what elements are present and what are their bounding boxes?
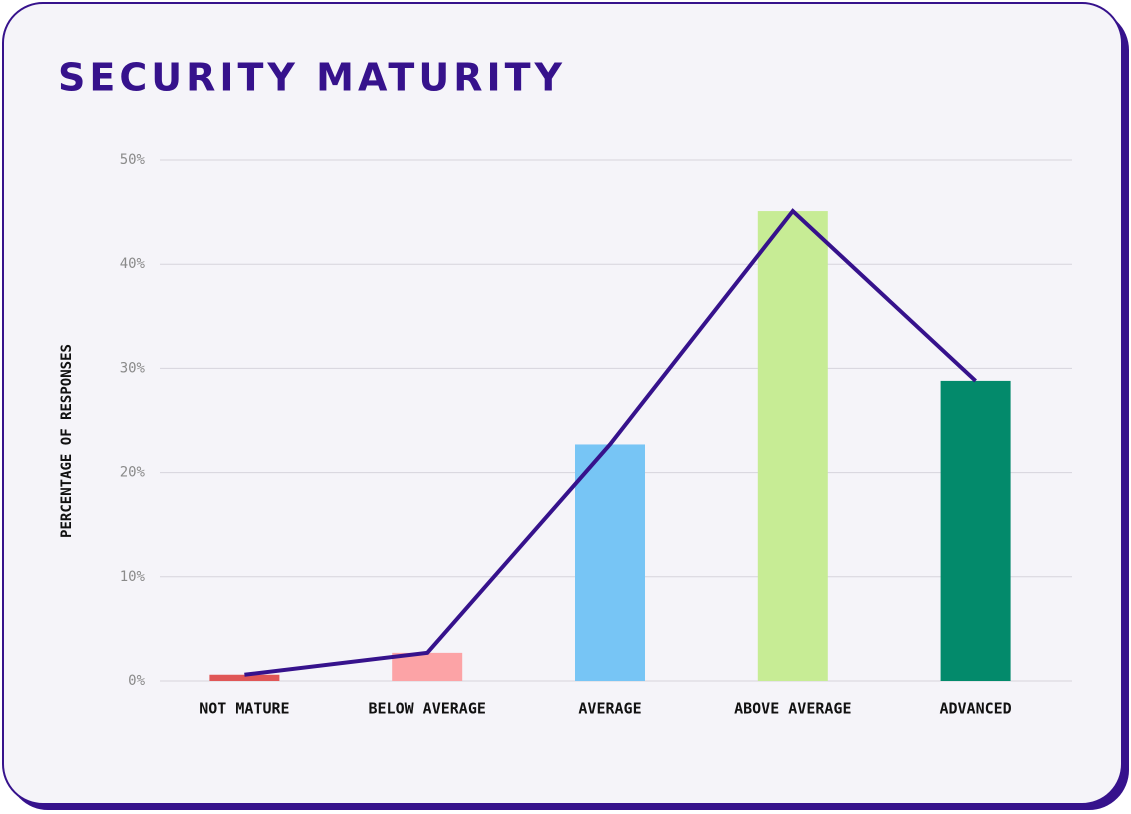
bar (757, 211, 828, 682)
x-tick-label: BELOW AVERAGE (368, 700, 485, 718)
y-tick-label: 10% (120, 569, 146, 585)
x-tick-label: ADVANCED (939, 700, 1011, 718)
y-axis-label: PERCENTAGE OF RESPONSES (59, 344, 75, 538)
bar (940, 380, 1011, 681)
x-tick-label: AVERAGE (578, 700, 641, 718)
y-tick-label: 0% (128, 673, 145, 689)
bar (209, 674, 280, 681)
y-tick-label: 30% (120, 360, 146, 376)
bar (575, 444, 645, 681)
x-tick-label: NOT MATURE (199, 700, 289, 718)
x-tick-label: ABOVE AVERAGE (734, 700, 851, 718)
y-tick-label: 40% (120, 256, 146, 272)
card (2, 2, 1123, 805)
y-tick-label: 20% (120, 465, 146, 481)
trend-line (244, 208, 977, 677)
y-tick-label: 50% (120, 152, 146, 168)
chart-title: SECURITY MATURITY (58, 56, 566, 100)
